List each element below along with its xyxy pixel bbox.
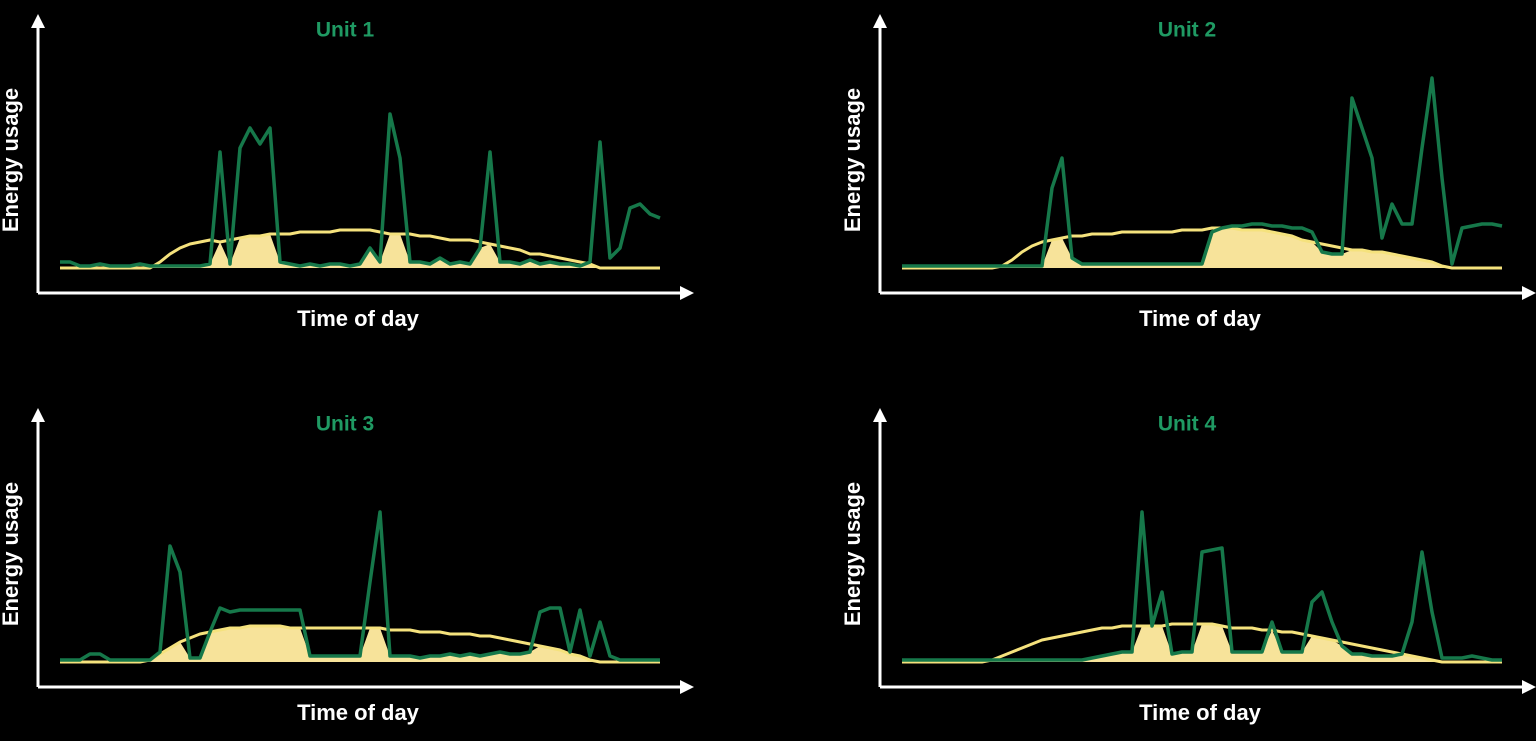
x-axis-label: Time of day <box>1139 700 1262 725</box>
y-axis-label: Energy usage <box>0 88 23 232</box>
y-arrow <box>873 14 887 28</box>
series-line <box>60 112 661 268</box>
panel: Unit 1 Time of day Energy usage <box>0 14 694 331</box>
x-arrow <box>1522 680 1536 694</box>
series-line <box>902 76 1503 268</box>
panel: Unit 2 Time of day Energy usage <box>840 14 1536 331</box>
series-line <box>60 228 660 270</box>
series-line <box>902 510 1502 662</box>
x-arrow <box>680 286 694 300</box>
chart-title: Unit 4 <box>1158 413 1217 436</box>
panel: Unit 4 Time of day Energy usage <box>840 408 1536 725</box>
chart-title: Unit 2 <box>1158 19 1216 42</box>
y-arrow <box>873 408 887 422</box>
y-arrow <box>31 14 45 28</box>
chart-title: Unit 3 <box>316 413 374 436</box>
series-line <box>60 510 660 662</box>
y-arrow <box>31 408 45 422</box>
panel: Unit 3 Time of day Energy usage <box>0 408 694 725</box>
y-axis-label: Energy usage <box>840 482 865 626</box>
x-axis-label: Time of day <box>1139 306 1262 331</box>
y-axis-label: Energy usage <box>0 482 23 626</box>
overlap-area <box>902 624 1502 662</box>
x-axis-label: Time of day <box>297 306 420 331</box>
x-arrow <box>1522 286 1536 300</box>
y-axis-label: Energy usage <box>840 88 865 232</box>
overlap-area <box>902 228 1502 268</box>
x-axis-label: Time of day <box>297 700 420 725</box>
x-arrow <box>680 680 694 694</box>
chart-title: Unit 1 <box>316 19 375 42</box>
